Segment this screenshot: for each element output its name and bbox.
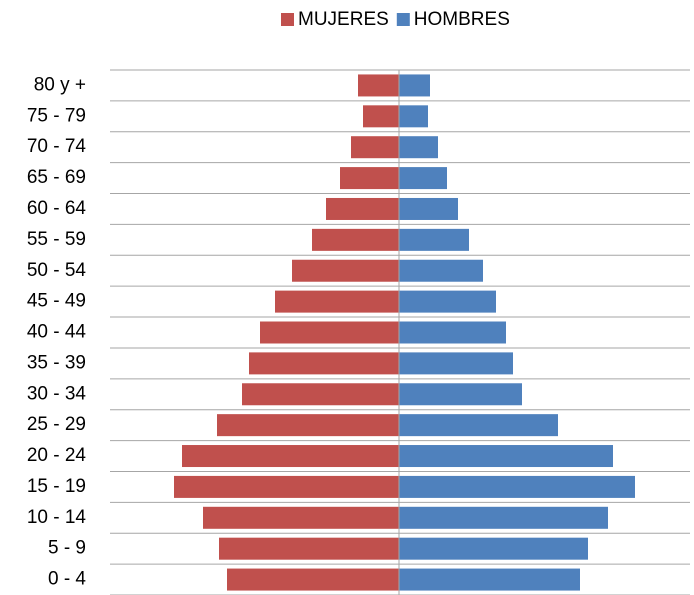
- bar: [227, 568, 399, 591]
- y-tick-label: 20 - 24: [27, 445, 87, 466]
- bar: [203, 506, 399, 529]
- legend-swatch: [396, 13, 410, 26]
- bar: [217, 414, 399, 437]
- y-tick-label: 45 - 49: [27, 291, 86, 312]
- bar: [358, 74, 399, 97]
- y-tick-label: 5 - 9: [48, 538, 86, 559]
- y-tick-label: 15 - 19: [27, 476, 86, 497]
- y-tick-label: 70 - 74: [27, 136, 87, 157]
- bar: [399, 105, 428, 128]
- legend-swatch: [281, 13, 294, 26]
- bar: [312, 228, 399, 251]
- y-tick-label: 65 - 69: [27, 167, 86, 188]
- bar: [292, 259, 399, 282]
- bar: [275, 290, 399, 313]
- y-tick-label: 10 - 14: [27, 507, 87, 528]
- bar: [351, 136, 399, 159]
- bar: [399, 445, 613, 468]
- bar: [399, 537, 588, 560]
- legend-label: HOMBRES: [414, 9, 510, 30]
- bar: [399, 568, 580, 591]
- y-tick-label: 80 y +: [34, 74, 86, 95]
- bar: [363, 105, 399, 128]
- bar: [340, 167, 399, 190]
- bar: [399, 321, 506, 344]
- y-tick-label: 75 - 79: [27, 105, 86, 126]
- bar: [399, 228, 469, 251]
- bar: [399, 475, 635, 498]
- y-tick-label: 55 - 59: [27, 229, 86, 250]
- bar: [399, 352, 513, 375]
- bar: [174, 475, 399, 498]
- y-tick-label: 40 - 44: [27, 322, 87, 343]
- bar: [399, 383, 522, 406]
- bar: [399, 167, 447, 190]
- y-tick-label: 30 - 34: [27, 383, 87, 404]
- bar: [399, 414, 558, 437]
- y-tick-label: 50 - 54: [27, 260, 87, 281]
- y-tick-label: 35 - 39: [27, 352, 86, 373]
- bar: [399, 259, 483, 282]
- y-tick-label: 60 - 64: [27, 198, 87, 219]
- bar: [249, 352, 399, 375]
- bar: [399, 136, 438, 159]
- bar: [182, 445, 399, 468]
- bar: [399, 74, 430, 97]
- bar: [326, 197, 399, 220]
- bar: [399, 506, 608, 529]
- bar: [219, 537, 399, 560]
- y-tick-label: 0 - 4: [48, 569, 86, 590]
- bar: [260, 321, 399, 344]
- y-tick-label: 25 - 29: [27, 414, 86, 435]
- bar: [399, 290, 496, 313]
- bar: [399, 197, 458, 220]
- bar: [242, 383, 399, 406]
- legend-label: MUJERES: [298, 9, 389, 30]
